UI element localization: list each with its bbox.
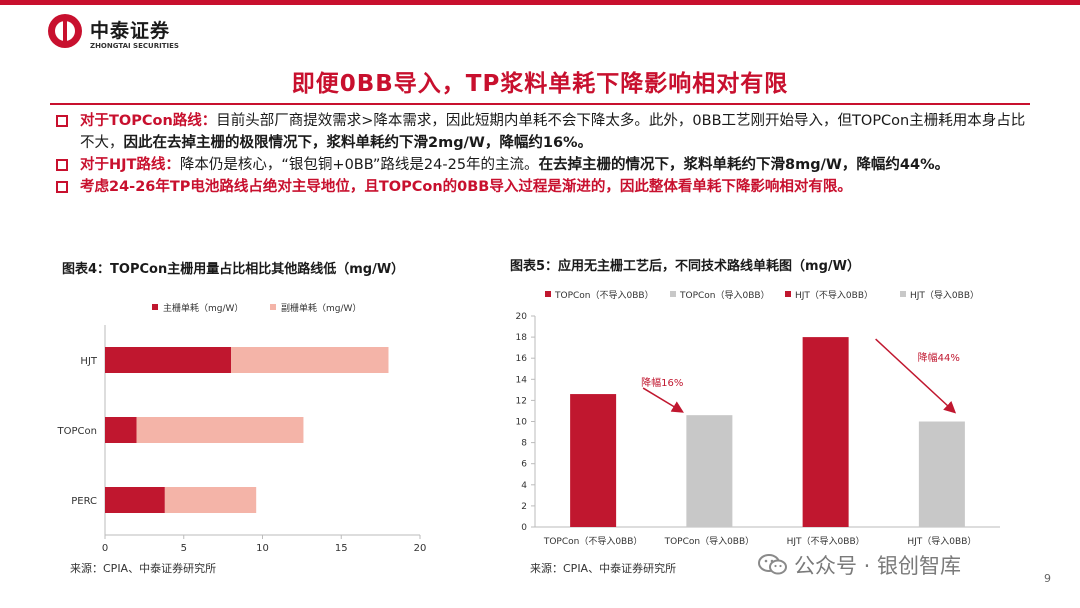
y-tick-label: 16 (516, 354, 528, 364)
figure5-title: 图表5：应用无主栅工艺后，不同技术路线单耗图（mg/W） (510, 259, 860, 274)
x-tick-label: 5 (181, 543, 187, 552)
figure5-source: 来源：CPIA、中泰证券研究所 (530, 562, 677, 575)
legend-label: TOPCon（不导入0BB） (554, 290, 654, 301)
bar-segment (231, 347, 389, 373)
y-tick-label: 2 (521, 502, 527, 512)
bar-segment (136, 417, 304, 443)
x-tick-label: 10 (256, 543, 269, 552)
x-tick-label: 20 (414, 543, 427, 552)
annotation-label: 降幅44% (918, 351, 960, 364)
legend-label: HJT（导入0BB） (910, 290, 979, 301)
bar (570, 394, 617, 527)
bullet-list: 对于TOPCon路线：目前头部厂商提效需求>降本需求，因此短期内单耗不会下降太多… (54, 110, 1034, 198)
x-category-label: TOPCon（导入0BB） (664, 536, 755, 547)
bullet-box-icon (56, 159, 68, 171)
figure5-chart: TOPCon（不导入0BB） TOPCon（导入0BB） HJT（不导入0BB） HJ… (500, 282, 1010, 552)
figure4-source: 来源：CPIA、中泰证券研究所 (70, 562, 217, 575)
y-tick-label: 4 (521, 481, 527, 491)
figure4-title: 图表4：TOPCon主栅用量占比相比其他路线低（mg/W） (62, 262, 405, 277)
y-category-label: PERC (71, 496, 97, 507)
x-category-label: HJT（不导入0BB） (787, 536, 865, 547)
bullet-text: 降本仍是核心，“银包铜+0BB”路线是24-25年的主流。 (179, 157, 539, 173)
legend-label: 主栅单耗（mg/W） (163, 302, 243, 314)
watermark-text: 公众号 · 银创智库 (794, 554, 962, 578)
bullet-conclusion: 考虑24-26年TP电池路线占绝对主导地位，且TOPCon的0BB导入过程是渐进… (54, 176, 1034, 198)
bullet-hjt: 对于HJT路线：降本仍是核心，“银包铜+0BB”路线是24-25年的主流。在去掉… (54, 154, 1034, 176)
x-category-label: TOPCon（不导入0BB） (543, 536, 643, 547)
bullet-bold-text: 在去掉主栅的情况下，浆料单耗约下滑8mg/W，降幅约44%。 (538, 157, 950, 173)
company-logo: 中泰证券 ZHONGTAI SECURITIES (48, 14, 198, 54)
annotation-label: 降幅16% (641, 376, 683, 389)
x-category-label: HJT（导入0BB） (907, 536, 976, 547)
legend-label: 副栅单耗（mg/W） (281, 302, 361, 314)
legend-label: HJT（不导入0BB） (795, 290, 873, 301)
y-tick-label: 12 (516, 396, 527, 406)
wechat-icon (758, 554, 787, 575)
bullet-lead: 对于TOPCon路线： (80, 113, 217, 129)
annotation-arrow (642, 387, 684, 413)
bullet-lead: 对于HJT路线： (80, 157, 180, 173)
legend-label: TOPCon（导入0BB） (679, 290, 770, 301)
bullet-text: 目前头部厂商提效需求>降本需求，因此短期内单耗不会下降太多。此外，0BB工艺刚开… (80, 113, 1026, 151)
legend-swatch (545, 291, 551, 297)
bullet-text: 考虑24-26年TP电池路线占绝对主导地位，且TOPCon的0BB导入过程是渐进… (80, 179, 852, 195)
y-tick-label: 0 (521, 523, 527, 533)
bar (802, 337, 849, 527)
bar-segment (105, 417, 137, 443)
legend-swatch (900, 291, 906, 297)
bullet-box-icon (56, 115, 68, 127)
logo-name: 中泰证券 (90, 20, 171, 42)
annotation-arrow (875, 338, 957, 414)
y-tick-label: 8 (521, 439, 527, 449)
legend-swatch (152, 304, 158, 310)
y-category-label: HJT (80, 356, 97, 367)
figure4-chart: 主栅单耗（mg/W） 副栅单耗（mg/W） 0 5 10 15 20 HJT TOPCon PER… (40, 290, 460, 552)
page-title: 即便0BB导入，TP浆料单耗下降影响相对有限 (291, 71, 789, 97)
legend-swatch (670, 291, 676, 297)
y-tick-label: 10 (516, 418, 528, 428)
bullet-bold-text: 因此在去掉主栅的极限情况下，浆料单耗约下滑2mg/W，降幅约16%。 (123, 135, 593, 151)
bullet-topcon: 对于TOPCon路线：目前头部厂商提效需求>降本需求，因此短期内单耗不会下降太多… (54, 110, 1034, 154)
bar-segment (105, 487, 165, 513)
logo-icon (48, 14, 82, 48)
bar-segment (164, 487, 257, 513)
y-tick-label: 18 (516, 333, 528, 343)
title-divider (50, 103, 1030, 105)
x-tick-label: 0 (102, 543, 108, 552)
legend-swatch (270, 304, 276, 310)
page-number: 9 (1044, 572, 1051, 585)
y-category-label: TOPCon (57, 426, 97, 437)
logo-name-en: ZHONGTAI SECURITIES (90, 42, 179, 50)
bar (686, 415, 733, 527)
y-tick-label: 20 (516, 312, 528, 322)
bar-segment (105, 347, 231, 373)
legend-swatch (785, 291, 791, 297)
watermark: 公众号 · 银创智库 (758, 550, 961, 580)
y-tick-label: 6 (521, 460, 527, 470)
bullet-box-icon (56, 181, 68, 193)
top-band (0, 0, 1080, 5)
y-tick-label: 14 (516, 375, 528, 385)
x-tick-label: 15 (335, 543, 348, 552)
bar (918, 421, 965, 527)
